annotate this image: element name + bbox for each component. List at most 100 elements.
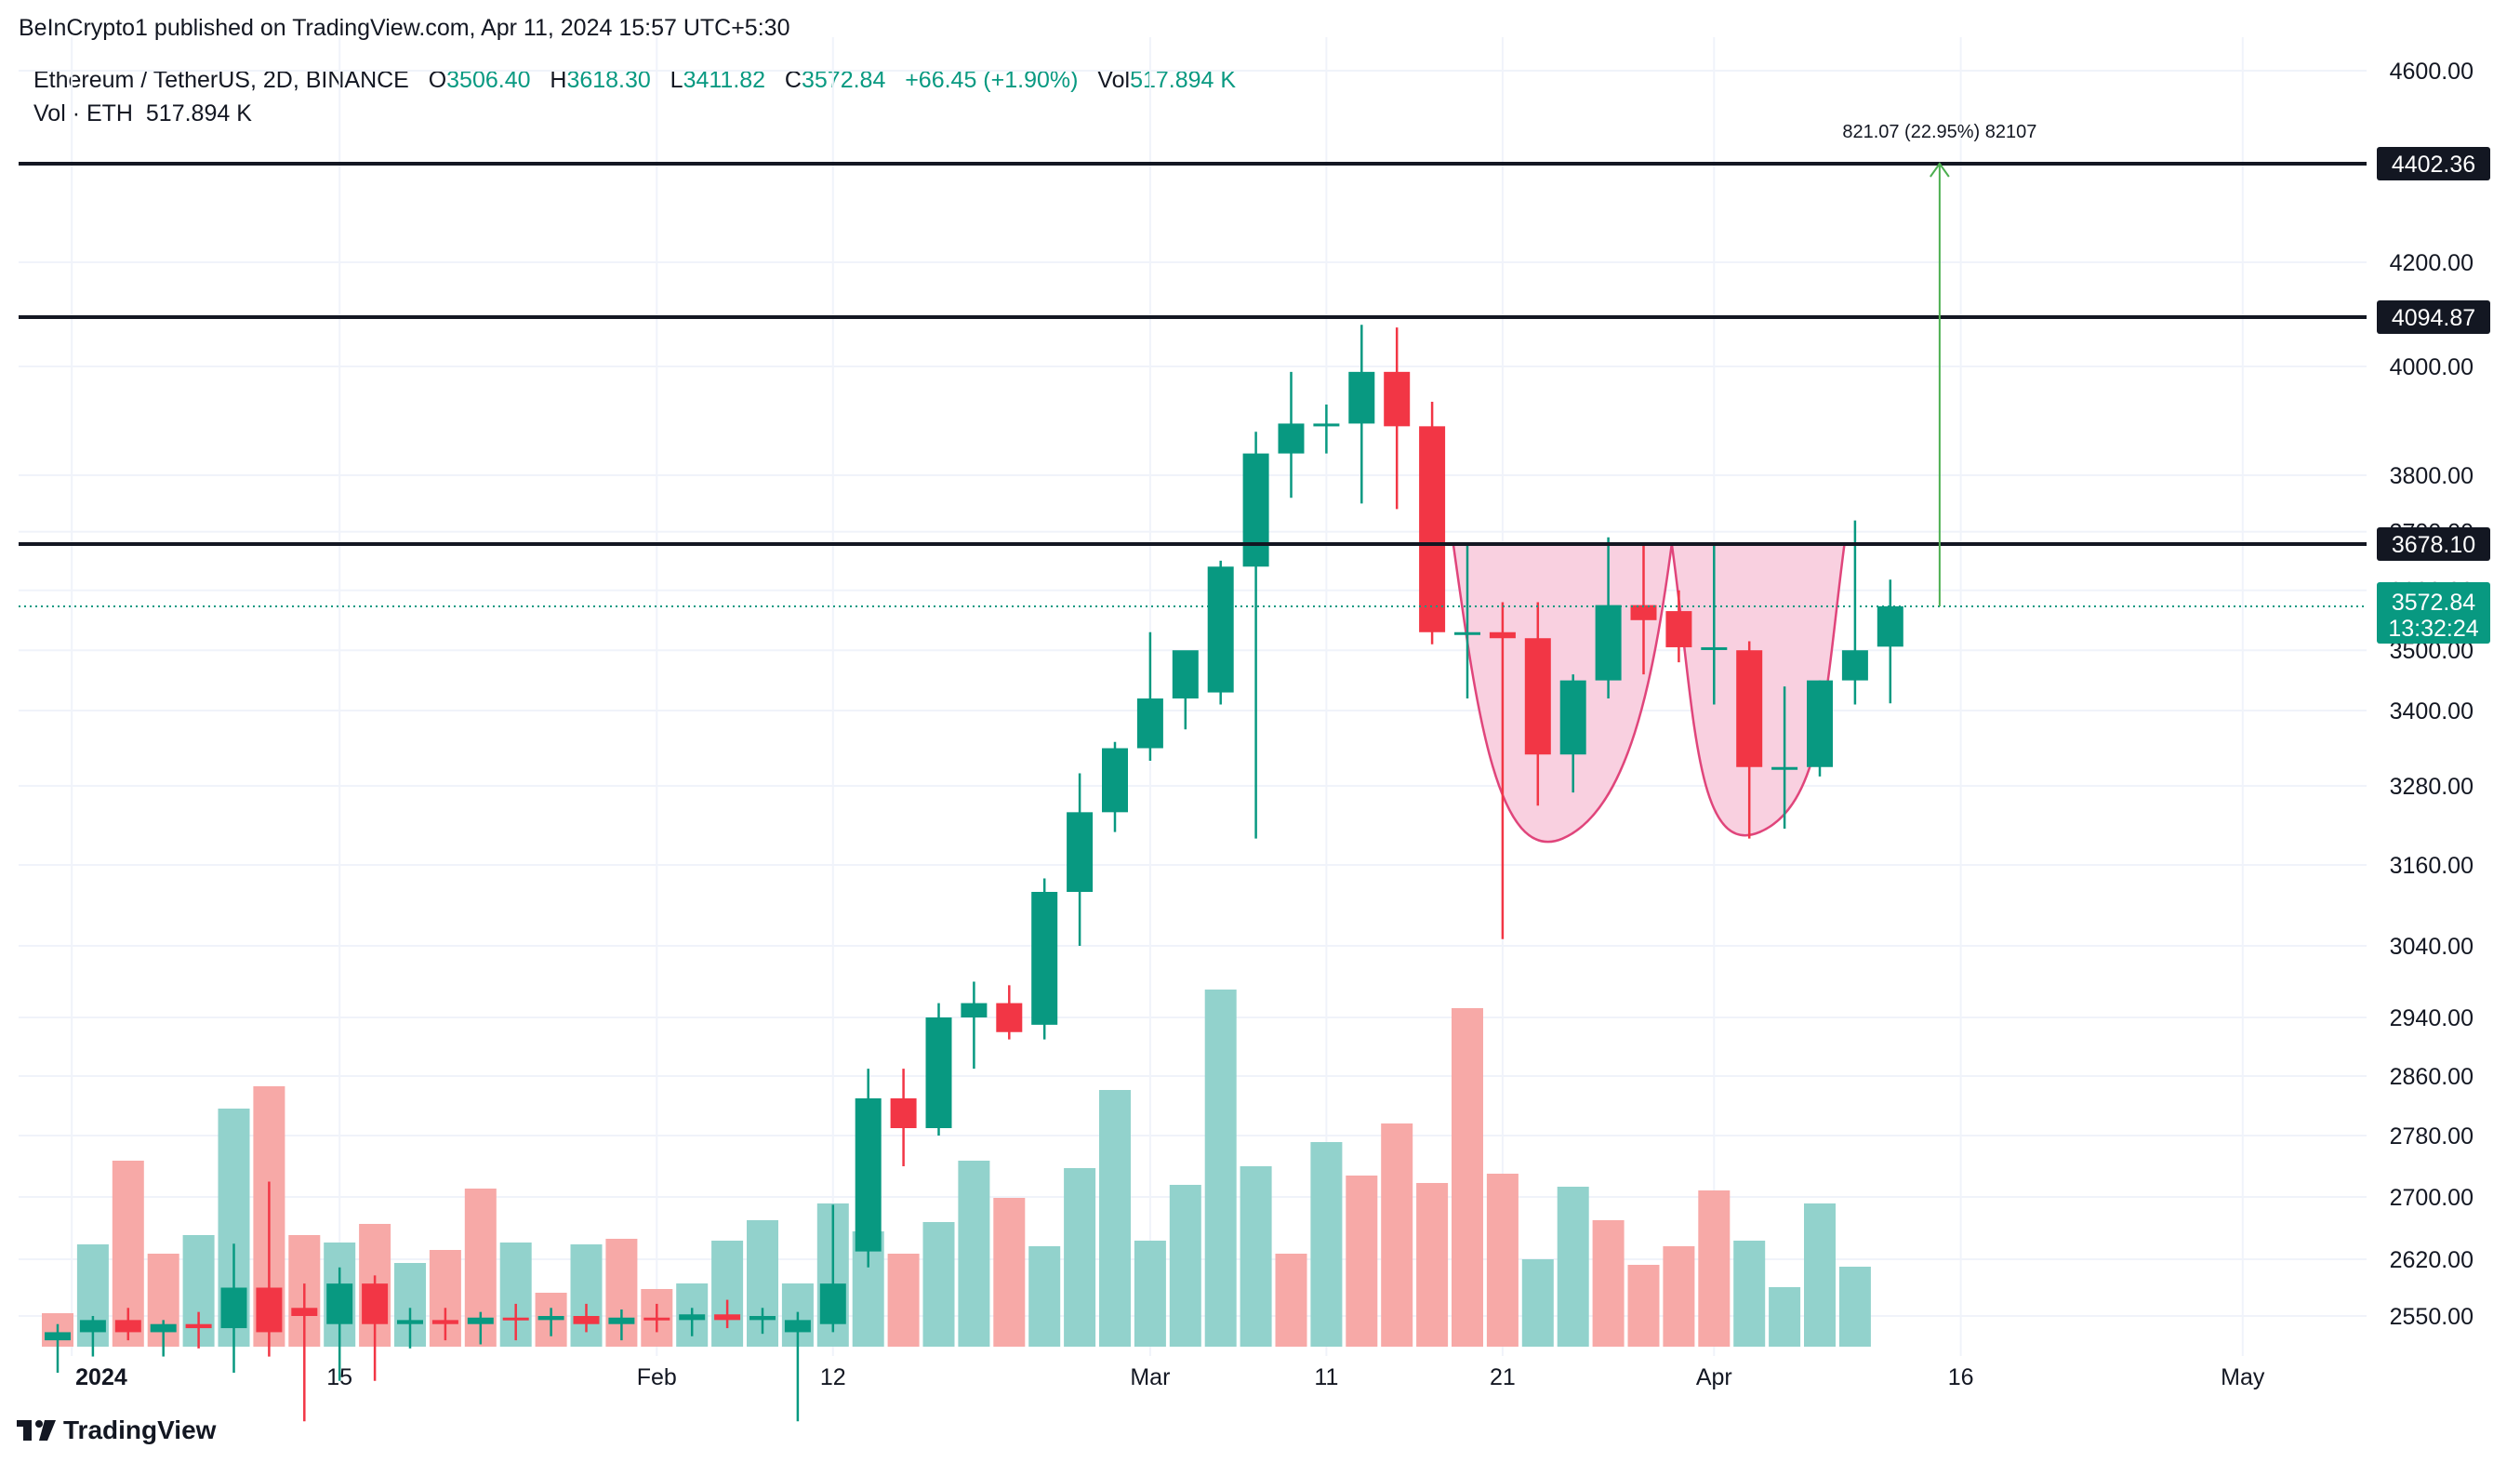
candle-body <box>996 1003 1023 1032</box>
level-label: 4402.36 <box>2392 152 2475 178</box>
volume-bar <box>1769 1287 1801 1347</box>
candle-body <box>291 1308 318 1316</box>
candle-body <box>1419 426 1446 632</box>
y-tick-label: 2550.00 <box>2390 1304 2474 1330</box>
candle-body <box>1841 650 1868 681</box>
candle-body <box>362 1283 389 1324</box>
volume-bar <box>1134 1241 1166 1347</box>
volume-bar <box>922 1222 955 1347</box>
volume-bar <box>1416 1183 1449 1347</box>
volume-bar <box>711 1241 744 1347</box>
volume-bar <box>993 1198 1026 1347</box>
candle-body <box>1524 638 1551 755</box>
x-tick-label: Apr <box>1696 1364 1732 1390</box>
volume-bar <box>1204 990 1237 1347</box>
volume-bar <box>1240 1166 1272 1347</box>
y-tick-label: 3800.00 <box>2390 463 2474 489</box>
volume-legend: Vol · ETH 517.894 K <box>33 100 252 127</box>
candle-body <box>537 1316 564 1321</box>
candle-body <box>1736 650 1763 767</box>
y-tick-label: 2780.00 <box>2390 1123 2474 1150</box>
x-tick-label: May <box>2221 1364 2265 1390</box>
low-label: L <box>670 67 683 93</box>
candle-body <box>1595 605 1622 681</box>
y-tick-label: 2940.00 <box>2390 1005 2474 1031</box>
candle-body <box>1630 605 1657 620</box>
candle-body <box>573 1316 600 1324</box>
measure-label: 821.07 (22.95%) 82107 <box>1842 122 2036 142</box>
y-tick-label: 4200.00 <box>2390 250 2474 276</box>
candle-body <box>1489 631 1516 639</box>
x-tick-label: Feb <box>637 1364 677 1390</box>
volume-bar <box>1169 1185 1201 1347</box>
x-tick-label: 12 <box>820 1364 846 1390</box>
volume-bar <box>1452 1008 1483 1347</box>
level-label-bg <box>2377 147 2490 180</box>
level-label: 3678.10 <box>2392 532 2475 558</box>
candle-body <box>326 1283 353 1324</box>
candle-body <box>45 1332 71 1341</box>
candle-body <box>1348 371 1375 424</box>
measure-arrow-head <box>1930 162 1950 178</box>
y-tick-label: 3160.00 <box>2390 853 2474 879</box>
level-label-bg <box>2377 300 2490 334</box>
tradingview-logo: TradingView <box>17 1415 216 1445</box>
volume-bar <box>1028 1246 1061 1347</box>
candle-body <box>114 1320 141 1333</box>
volume-bar <box>1663 1246 1695 1347</box>
candle-body <box>1207 566 1234 693</box>
candle-body <box>1701 646 1728 650</box>
candle-body <box>502 1317 529 1321</box>
x-tick-label: Mar <box>1130 1364 1170 1390</box>
candle-body <box>1559 680 1586 755</box>
candle-body <box>1454 631 1480 635</box>
y-tick-label: 2860.00 <box>2390 1064 2474 1090</box>
current-price-label: 3572.84 <box>2392 590 2475 616</box>
x-tick-label: 16 <box>1948 1364 1974 1390</box>
candle-body <box>467 1317 494 1324</box>
y-tick-label: 3040.00 <box>2390 934 2474 960</box>
candle-body <box>79 1320 106 1333</box>
volume-bar <box>1381 1123 1413 1347</box>
volume-bar <box>1557 1187 1589 1347</box>
vol-row-label[interactable]: Vol · ETH <box>33 100 133 126</box>
y-tick-label: 3280.00 <box>2390 774 2474 800</box>
countdown-label: 13:32:24 <box>2388 616 2478 642</box>
volume-bar <box>1592 1220 1625 1347</box>
candle-body <box>1384 371 1411 427</box>
level-label: 4094.87 <box>2392 305 2475 331</box>
candle-body <box>1242 453 1269 567</box>
candle-body <box>890 1098 917 1128</box>
volume-bar <box>1698 1190 1731 1347</box>
x-tick-label: 21 <box>1490 1364 1516 1390</box>
y-tick-label: 3400.00 <box>2390 698 2474 724</box>
candle-body <box>431 1320 458 1324</box>
volume-bar <box>1486 1174 1519 1347</box>
volume-bar <box>1310 1142 1343 1347</box>
candle-body <box>679 1314 706 1321</box>
candle-body <box>749 1316 776 1321</box>
candle-body <box>1067 812 1094 892</box>
level-label-bg <box>2377 527 2490 561</box>
y-tick-label: 2620.00 <box>2390 1247 2474 1273</box>
candle-body <box>961 1003 988 1017</box>
volume-bar <box>1627 1265 1660 1347</box>
candle-body <box>1771 766 1798 770</box>
candle-body <box>714 1314 741 1321</box>
x-tick-label: 11 <box>1314 1364 1338 1390</box>
x-tick-label: 2024 <box>75 1364 127 1390</box>
candle-body <box>1102 748 1128 813</box>
volume-bar <box>1275 1254 1307 1347</box>
candle-body <box>220 1287 247 1329</box>
y-tick-label: 2700.00 <box>2390 1185 2474 1211</box>
current-price-label-bg <box>2377 582 2490 644</box>
volume-bar <box>1346 1176 1378 1347</box>
volume-bar <box>1099 1090 1131 1347</box>
volume-bar <box>1733 1241 1766 1347</box>
publish-info: BeInCrypto1 published on TradingView.com… <box>19 15 790 41</box>
candle-body <box>1278 423 1305 454</box>
candle-body <box>925 1017 952 1128</box>
candle-body <box>819 1283 846 1324</box>
volume-bar <box>1064 1168 1096 1347</box>
